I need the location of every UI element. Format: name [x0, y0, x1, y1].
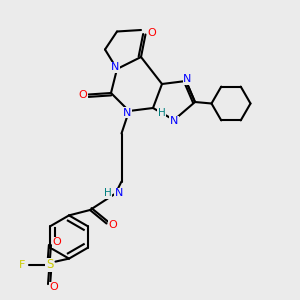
Text: O: O: [148, 28, 157, 38]
Text: N: N: [170, 116, 178, 127]
Text: O: O: [50, 282, 58, 292]
Text: O: O: [109, 220, 118, 230]
Text: H: H: [158, 108, 165, 118]
Text: F: F: [19, 260, 26, 270]
Text: O: O: [79, 89, 88, 100]
Text: N: N: [123, 107, 132, 118]
Text: O: O: [52, 237, 62, 247]
Text: N: N: [183, 74, 192, 85]
Text: N: N: [111, 62, 120, 73]
Text: N: N: [115, 188, 123, 199]
Text: H: H: [104, 188, 112, 199]
Text: S: S: [46, 258, 53, 271]
